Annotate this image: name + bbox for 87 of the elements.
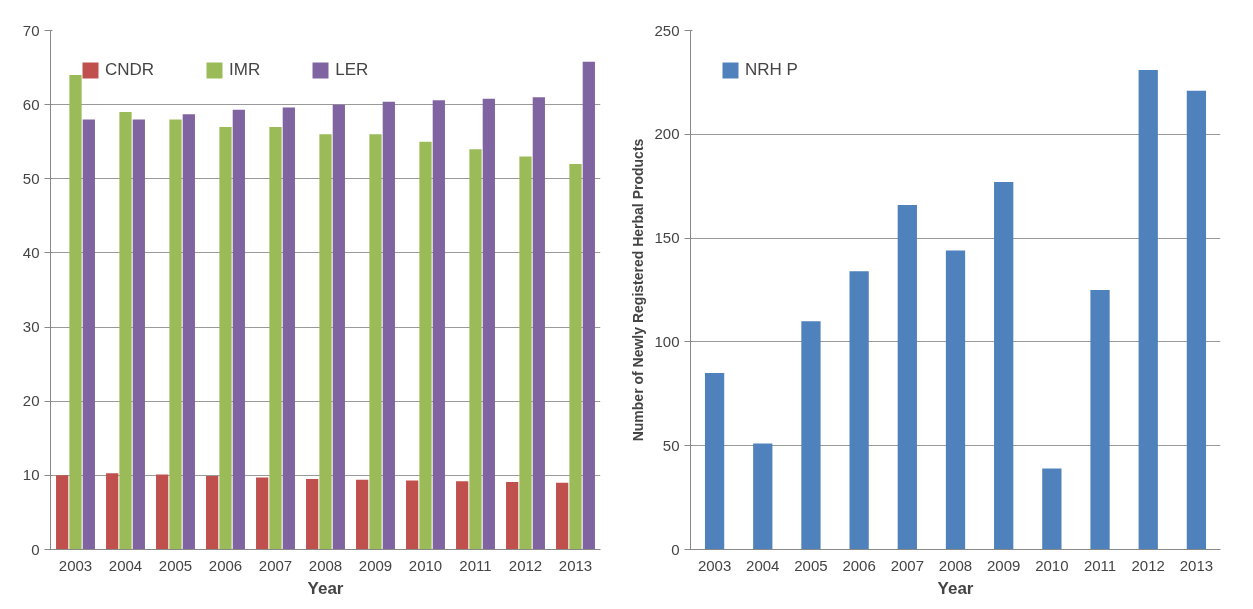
x-tick-label: 2011 bbox=[1083, 556, 1117, 574]
x-tick-label: 2010 bbox=[408, 556, 443, 574]
x-tick-label: 2008 bbox=[938, 556, 973, 574]
x-tick-label: 2010 bbox=[1035, 556, 1069, 574]
bar bbox=[406, 480, 419, 550]
x-tick-label: 2006 bbox=[842, 556, 876, 574]
bar bbox=[432, 100, 445, 550]
bar bbox=[119, 112, 132, 550]
bar bbox=[1138, 69, 1158, 550]
y-tick-label: 150 bbox=[654, 229, 680, 247]
y-tick-label: 100 bbox=[654, 332, 680, 350]
x-tick-label: 2007 bbox=[890, 556, 925, 574]
x-tick-label: 2012 bbox=[1131, 556, 1165, 574]
x-axis-title: Year bbox=[307, 578, 344, 598]
y-tick-label: 0 bbox=[671, 540, 680, 558]
bar bbox=[1186, 90, 1207, 550]
bar bbox=[156, 474, 169, 550]
legend-label: IMR bbox=[229, 60, 261, 80]
bar bbox=[356, 479, 369, 550]
bar bbox=[132, 119, 145, 550]
legend-label: NRH P bbox=[745, 60, 798, 80]
y-axis-title: Number of Newly Registered Herbal Products bbox=[630, 138, 647, 442]
bar bbox=[282, 107, 295, 550]
x-tick-label: 2003 bbox=[58, 556, 93, 574]
bar bbox=[306, 479, 319, 550]
bar bbox=[469, 149, 482, 550]
bar bbox=[69, 74, 82, 550]
bar bbox=[704, 373, 725, 550]
bar bbox=[256, 477, 269, 550]
bar bbox=[419, 141, 432, 550]
x-tick-label: 2004 bbox=[108, 556, 143, 574]
bar bbox=[582, 61, 595, 550]
x-tick-label: 2006 bbox=[208, 556, 243, 574]
x-tick-label: 2009 bbox=[987, 556, 1021, 574]
bar bbox=[269, 126, 282, 550]
bar bbox=[482, 98, 495, 550]
x-tick-label: 2004 bbox=[746, 556, 780, 574]
y-tick-label: 30 bbox=[22, 318, 40, 336]
bar bbox=[182, 114, 195, 550]
y-tick-label: 250 bbox=[654, 21, 680, 39]
bar bbox=[382, 101, 395, 550]
legend-label: CNDR bbox=[105, 60, 155, 80]
y-tick-label: 70 bbox=[22, 21, 40, 39]
bar bbox=[56, 475, 69, 550]
bar bbox=[994, 182, 1014, 550]
bar bbox=[945, 250, 966, 550]
x-tick-label: 2005 bbox=[158, 556, 193, 574]
y-tick-label: 50 bbox=[22, 169, 40, 187]
bar bbox=[369, 134, 382, 550]
legend-label: LER bbox=[335, 60, 369, 80]
bar bbox=[506, 482, 519, 550]
x-tick-label: 2009 bbox=[358, 556, 393, 574]
y-tick-label: 40 bbox=[22, 243, 40, 261]
bar bbox=[82, 119, 95, 550]
bar bbox=[169, 119, 182, 550]
bar bbox=[897, 204, 917, 550]
x-axis-title: Year bbox=[937, 578, 974, 598]
bar bbox=[332, 104, 345, 550]
x-tick-label: 2005 bbox=[794, 556, 828, 574]
bar bbox=[801, 321, 821, 550]
bar bbox=[232, 109, 245, 550]
bar bbox=[849, 271, 869, 550]
y-tick-label: 20 bbox=[22, 392, 40, 410]
bar bbox=[519, 156, 532, 550]
x-tick-label: 2003 bbox=[697, 556, 732, 574]
bar bbox=[219, 126, 232, 550]
bar bbox=[753, 443, 773, 550]
bar bbox=[569, 163, 582, 550]
bar bbox=[532, 97, 545, 550]
x-tick-label: 2013 bbox=[1179, 556, 1214, 574]
bar bbox=[1042, 468, 1062, 550]
y-tick-label: 200 bbox=[654, 125, 680, 143]
y-tick-label: 10 bbox=[22, 466, 40, 484]
x-tick-label: 2013 bbox=[558, 556, 593, 574]
x-tick-label: 2008 bbox=[308, 556, 343, 574]
bar bbox=[206, 476, 219, 550]
bar bbox=[1090, 290, 1110, 550]
x-tick-label: 2011 bbox=[459, 556, 492, 574]
y-tick-label: 60 bbox=[22, 95, 40, 113]
bar bbox=[556, 482, 569, 550]
y-tick-label: 0 bbox=[31, 540, 40, 558]
y-tick-label: 50 bbox=[662, 436, 680, 454]
x-tick-label: 2012 bbox=[508, 556, 543, 574]
x-tick-label: 2007 bbox=[258, 556, 293, 574]
bar bbox=[106, 473, 119, 550]
bar bbox=[319, 134, 332, 550]
bar bbox=[456, 481, 469, 550]
